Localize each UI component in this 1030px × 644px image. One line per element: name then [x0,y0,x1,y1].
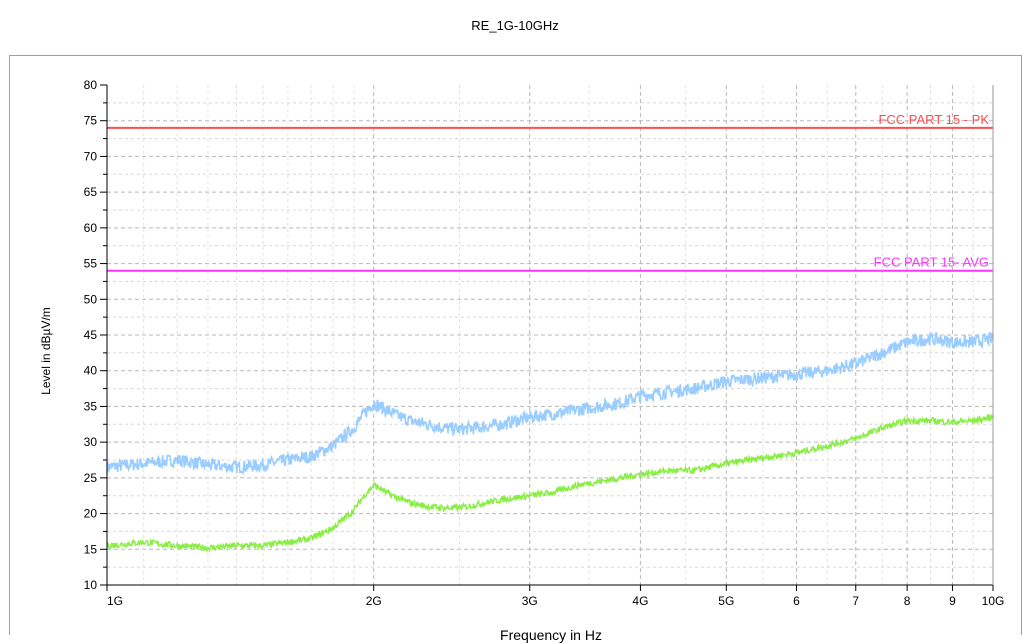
limit-layer: FCC PART 15 - PK FCC PART 15- AVG [107,112,993,272]
chart-frame: FCC PART 15 - PK FCC PART 15- AVG 10 15 20 2… [9,55,1022,643]
series-line-1 [106,331,994,476]
x-tick-label: 9 [949,594,956,608]
y-tick-label: 20 [84,507,98,521]
x-tick-label: 4G [632,594,648,608]
chart-svg: FCC PART 15 - PK FCC PART 15- AVG 10 15 20 2… [39,78,1005,643]
y-tick-label: 65 [84,185,98,199]
y-tick-label: 40 [84,364,98,378]
x-tick-label: 1G [107,594,123,608]
limit-line-label: FCC PART 15 - PK [878,112,989,127]
y-tick-label: 70 [84,149,98,163]
series-layer [106,331,994,554]
x-tick-label: 6 [793,594,800,608]
chart-title: RE_1G-10GHz [471,18,559,33]
y-tick-label: 50 [84,292,98,306]
y-tick-label: 75 [84,114,98,128]
x-tick-label: 2G [366,594,382,608]
y-axis-label: Level in dBµV/m [39,307,53,395]
x-axis-label: Frequency in Hz [500,627,602,643]
x-tick-label: 7 [852,594,859,608]
x-tick-label: 3G [522,594,538,608]
y-tick-label: 25 [84,471,98,485]
y-tick-label: 80 [84,78,98,92]
y-tick-label: 60 [84,221,98,235]
grid-layer [107,85,993,585]
x-tick-label: 5G [718,594,734,608]
y-tick-label: 10 [84,578,98,592]
x-tick-label: 8 [904,594,911,608]
axis-layer: 10 15 20 25 30 35 40 45 50 55 60 65 70 75 80 1G 2G 3G 4G 5G… [84,78,1005,608]
y-tick-label: 55 [84,257,98,271]
y-tick-label: 45 [84,328,98,342]
x-tick-label: 10G [982,594,1005,608]
y-tick-label: 15 [84,542,98,556]
limit-line-label: FCC PART 15- AVG [874,255,989,270]
y-tick-label: 35 [84,399,98,413]
series-line-2 [106,413,994,554]
y-tick-label: 30 [84,435,98,449]
